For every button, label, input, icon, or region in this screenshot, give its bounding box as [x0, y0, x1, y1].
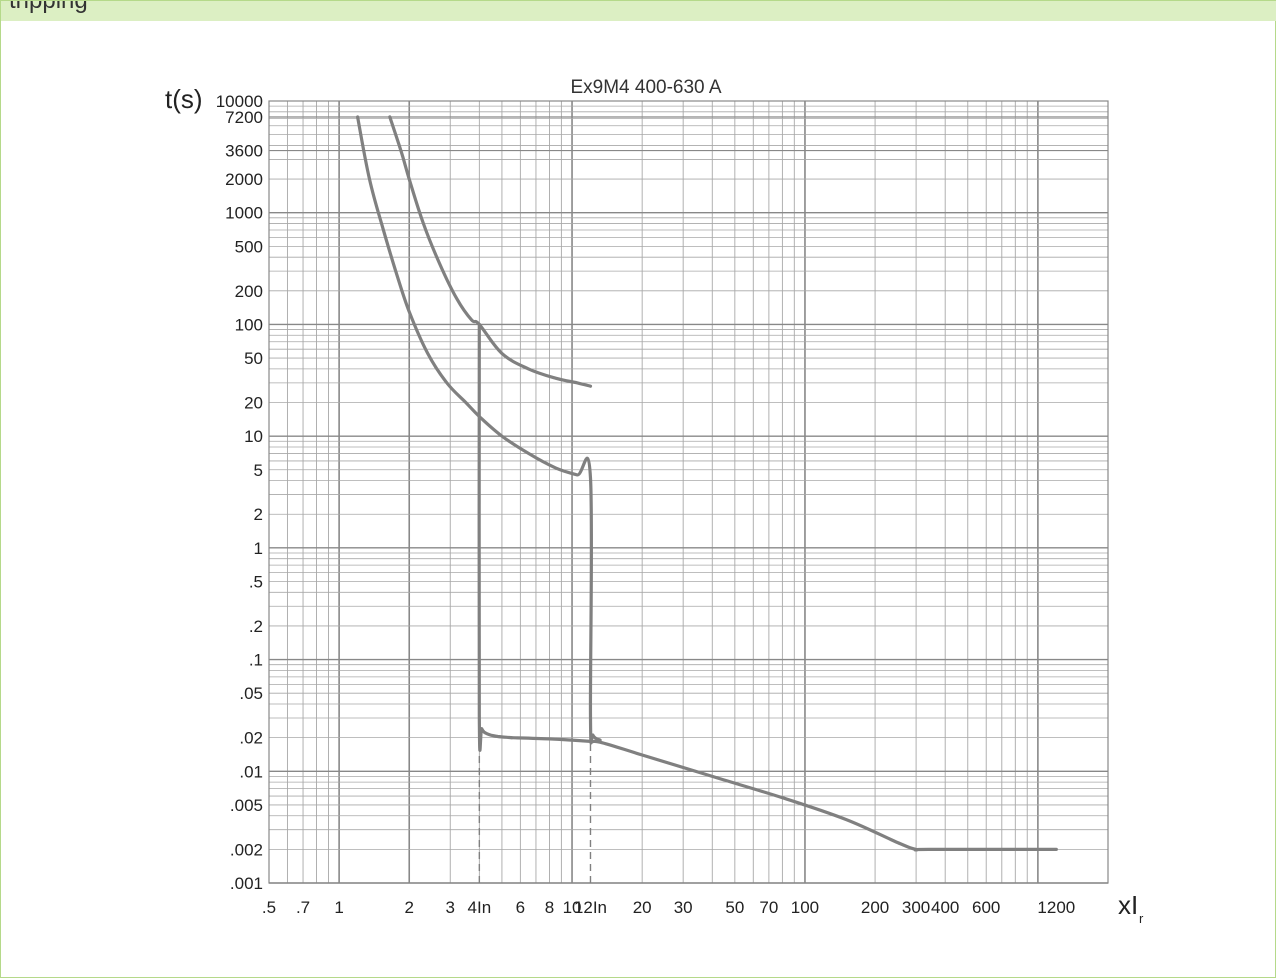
x-tick-label: 4In [468, 898, 492, 917]
x-axis-label-subscript: r [1139, 911, 1144, 926]
x-tick-label: 6 [516, 898, 525, 917]
x-tick-label: 8 [545, 898, 554, 917]
y-tick-label: 1000 [225, 204, 263, 223]
y-tick-label: .5 [249, 572, 263, 591]
series-lower-curve [356, 115, 602, 745]
series-upper-curve [388, 115, 593, 388]
reference-lines [478, 714, 592, 883]
x-tick-label: 600 [972, 898, 1000, 917]
x-tick-label: 3 [446, 898, 455, 917]
header-text: tripping [9, 1, 88, 15]
x-tick-label: 20 [633, 898, 652, 917]
chart-title: Ex9M4 400-630 A [570, 77, 721, 98]
x-tick-label: 10 [563, 898, 582, 917]
x-tick-label: 100 [791, 898, 819, 917]
y-tick-label: .002 [230, 840, 263, 859]
x-tick-label: 2 [404, 898, 413, 917]
y-tick-label: 200 [235, 282, 263, 301]
y-tick-label: .2 [249, 617, 263, 636]
y-tick-label: 2000 [225, 170, 263, 189]
y-axis-label: t(s) [165, 84, 203, 114]
y-tick-label: 5 [254, 461, 263, 480]
y-tick-label: 7200 [225, 108, 263, 127]
y-tick-label: 10 [244, 427, 263, 446]
series-4In-drop [477, 322, 514, 752]
x-tick-label: 30 [674, 898, 693, 917]
x-tick-label: 12In [574, 898, 607, 917]
y-tick-label: .02 [239, 729, 263, 748]
header-bar: tripping [1, 1, 1276, 21]
y-tick-label: 10000 [216, 92, 263, 111]
x-axis-label: xI [1118, 890, 1138, 920]
x-tick-label: 70 [759, 898, 778, 917]
y-tick-label: .001 [230, 874, 263, 893]
x-tick-label: 1 [334, 898, 343, 917]
x-tick-label: .7 [296, 898, 310, 917]
y-tick-label: 500 [235, 237, 263, 256]
y-tick-label: 100 [235, 315, 263, 334]
y-tick-label: 3600 [225, 142, 263, 161]
chart-grid [268, 101, 1109, 884]
y-tick-label: 1 [254, 539, 263, 558]
x-tick-label: 50 [725, 898, 744, 917]
y-tick-label: .005 [230, 796, 263, 815]
y-tick-label: .05 [239, 684, 263, 703]
y-tick-label: 20 [244, 394, 263, 413]
series-instantaneous-tail [510, 736, 1058, 852]
x-tick-label: .5 [262, 898, 276, 917]
y-tick-label: .01 [239, 762, 263, 781]
x-tick-label: 1200 [1037, 898, 1075, 917]
x-tick-label: 200 [861, 898, 889, 917]
y-tick-label: .1 [249, 651, 263, 670]
plot-border [268, 100, 1109, 884]
y-tick-label: 50 [244, 349, 263, 368]
y-tick-label: 2 [254, 505, 263, 524]
x-tick-label: 400 [931, 898, 959, 917]
x-tick-label: 300 [902, 898, 930, 917]
curve-series [356, 115, 1058, 852]
